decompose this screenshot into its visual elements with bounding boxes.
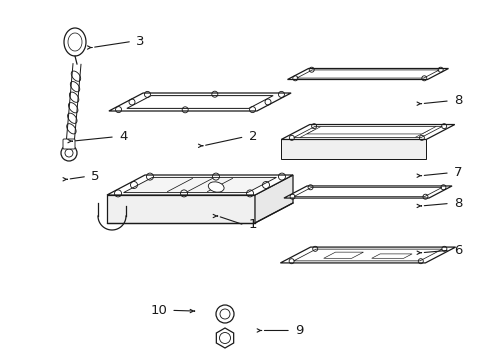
Text: 9: 9 bbox=[294, 324, 303, 337]
Polygon shape bbox=[306, 126, 435, 134]
Polygon shape bbox=[293, 126, 441, 138]
Polygon shape bbox=[293, 188, 441, 197]
Polygon shape bbox=[299, 130, 428, 138]
Polygon shape bbox=[323, 252, 363, 258]
Text: 6: 6 bbox=[453, 244, 461, 257]
Polygon shape bbox=[371, 254, 411, 258]
Text: 7: 7 bbox=[453, 166, 462, 179]
Ellipse shape bbox=[208, 182, 224, 192]
Text: 1: 1 bbox=[248, 219, 257, 231]
Polygon shape bbox=[123, 177, 276, 193]
Polygon shape bbox=[216, 328, 233, 348]
Polygon shape bbox=[281, 139, 426, 159]
Polygon shape bbox=[107, 195, 254, 223]
FancyBboxPatch shape bbox=[63, 139, 75, 149]
Polygon shape bbox=[254, 175, 292, 223]
Polygon shape bbox=[280, 247, 455, 263]
Text: 2: 2 bbox=[248, 130, 257, 143]
Text: 3: 3 bbox=[136, 35, 144, 48]
Polygon shape bbox=[293, 249, 442, 261]
Text: 10: 10 bbox=[150, 304, 167, 317]
Polygon shape bbox=[109, 93, 290, 111]
Polygon shape bbox=[287, 68, 447, 80]
Text: 5: 5 bbox=[91, 170, 100, 183]
Polygon shape bbox=[126, 96, 273, 108]
Polygon shape bbox=[284, 186, 451, 198]
Polygon shape bbox=[107, 175, 292, 195]
Text: 8: 8 bbox=[453, 94, 461, 107]
Text: 8: 8 bbox=[453, 197, 461, 210]
Text: 4: 4 bbox=[119, 130, 127, 143]
Polygon shape bbox=[281, 125, 454, 139]
Polygon shape bbox=[296, 70, 438, 78]
